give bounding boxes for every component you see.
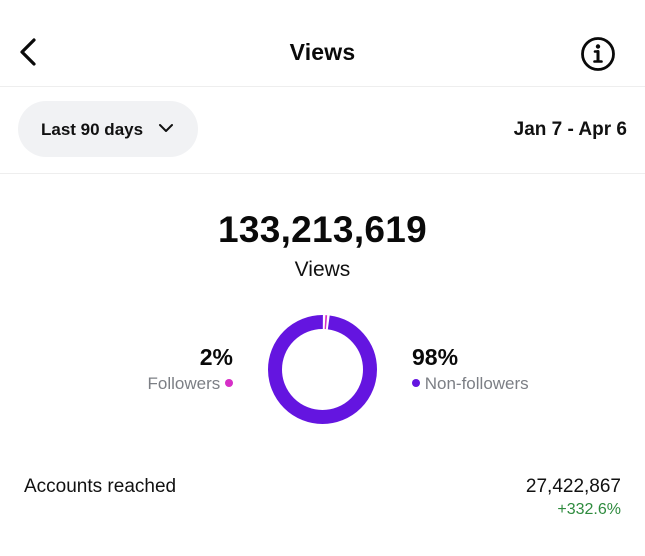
date-range-dropdown[interactable]: Last 90 days bbox=[18, 101, 198, 157]
chevron-down-icon bbox=[159, 124, 173, 132]
views-donut-chart bbox=[268, 315, 377, 424]
followers-percent: 2% bbox=[199, 344, 233, 370]
info-button[interactable] bbox=[578, 36, 618, 76]
accounts-reached-value: 27,422,867 bbox=[525, 476, 621, 497]
non-followers-color-dot bbox=[412, 378, 420, 387]
page-title: Views bbox=[289, 39, 356, 65]
chevron-left-icon bbox=[20, 38, 36, 66]
non-followers-legend-label: Non-followers bbox=[424, 374, 529, 393]
info-circle-icon bbox=[581, 37, 615, 71]
non-followers-stat: 98% Non-followers bbox=[412, 343, 529, 394]
non-followers-percent: 98% bbox=[412, 344, 459, 370]
non-followers-ring-segment bbox=[268, 315, 377, 424]
date-range-text: Jan 7 - Apr 6 bbox=[513, 119, 627, 140]
followers-stat: 2% Followers bbox=[148, 343, 233, 394]
accounts-reached-row[interactable]: Accounts reached 27,422,867 +332.6% bbox=[0, 470, 645, 530]
non-followers-legend: Non-followers bbox=[412, 374, 529, 394]
followers-color-dot bbox=[225, 378, 233, 387]
accounts-reached-label: Accounts reached bbox=[24, 476, 177, 497]
total-views-label: Views bbox=[294, 258, 351, 281]
followers-legend-label: Followers bbox=[147, 374, 221, 393]
accounts-reached-change: +332.6% bbox=[557, 501, 621, 518]
total-views-value: 133,213,619 bbox=[217, 209, 428, 250]
filter-bar: Last 90 days Jan 7 - Apr 6 bbox=[0, 87, 645, 174]
top-bar: Views bbox=[0, 0, 645, 87]
date-range-dropdown-label: Last 90 days bbox=[41, 120, 144, 139]
back-button[interactable] bbox=[12, 32, 48, 72]
followers-legend: Followers bbox=[148, 374, 233, 394]
